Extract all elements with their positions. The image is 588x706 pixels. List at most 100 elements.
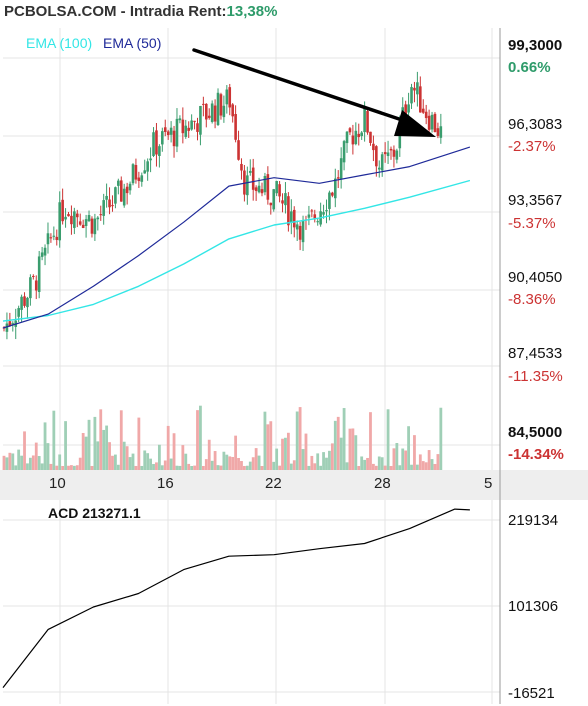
volume-bar-79 bbox=[234, 436, 237, 470]
volume-bar-129 bbox=[381, 457, 384, 470]
candle-body-83 bbox=[246, 175, 249, 195]
title-mode: Intradia bbox=[130, 3, 184, 20]
volume-bar-86 bbox=[255, 448, 258, 470]
candle-body-131 bbox=[387, 152, 390, 156]
volume-bar-132 bbox=[390, 466, 393, 470]
volume-bar-40 bbox=[120, 410, 123, 470]
candle-body-45 bbox=[135, 165, 138, 180]
candle-body-12 bbox=[38, 256, 41, 292]
price-label-2: 93,3567 bbox=[508, 192, 562, 209]
candle-body-102 bbox=[302, 220, 305, 242]
candle-body-63 bbox=[187, 128, 190, 131]
candle-body-90 bbox=[267, 174, 270, 200]
candle-body-60 bbox=[179, 118, 182, 120]
volume-bar-121 bbox=[357, 466, 360, 470]
candle-body-86 bbox=[255, 187, 258, 191]
volume-bar-75 bbox=[222, 452, 225, 470]
volume-bar-100 bbox=[296, 412, 299, 470]
candle-body-134 bbox=[396, 151, 399, 160]
volume-bar-117 bbox=[346, 462, 349, 470]
candle-body-140 bbox=[413, 88, 416, 91]
candle-body-40 bbox=[120, 180, 123, 201]
volume-bar-105 bbox=[310, 456, 313, 470]
candle-body-54 bbox=[161, 131, 164, 144]
volume-bar-14 bbox=[44, 422, 47, 470]
volume-bar-128 bbox=[378, 456, 381, 470]
candle-body-138 bbox=[407, 104, 410, 112]
candle-body-15 bbox=[47, 233, 50, 244]
volume-bar-120 bbox=[354, 435, 357, 470]
candle-body-65 bbox=[193, 121, 196, 122]
x-tick-1: 16 bbox=[157, 475, 174, 492]
volume-bar-110 bbox=[325, 458, 328, 470]
pct-label-4: -11.35% bbox=[508, 368, 563, 385]
volume-bar-50 bbox=[149, 459, 152, 470]
volume-bar-70 bbox=[208, 440, 211, 470]
pct-label-0: 0.66% bbox=[508, 59, 551, 76]
candle-body-46 bbox=[138, 178, 141, 182]
candle-body-69 bbox=[205, 104, 208, 120]
acd-value: 213271.1 bbox=[82, 505, 140, 521]
candle-body-34 bbox=[102, 200, 105, 216]
volume-bar-97 bbox=[287, 433, 290, 470]
candle-body-92 bbox=[272, 189, 275, 209]
candle-body-85 bbox=[252, 168, 255, 190]
volume-bar-29 bbox=[88, 420, 91, 470]
volume-bar-55 bbox=[164, 460, 167, 470]
volume-bar-90 bbox=[266, 424, 269, 470]
candle-body-37 bbox=[111, 205, 114, 206]
volume-bar-28 bbox=[85, 437, 88, 470]
volume-bar-146 bbox=[431, 459, 434, 470]
volume-bar-115 bbox=[340, 438, 343, 470]
candle-body-61 bbox=[182, 120, 185, 134]
pct-label-2: -5.37% bbox=[508, 215, 556, 232]
volume-bar-108 bbox=[319, 466, 322, 470]
candle-body-44 bbox=[132, 164, 135, 183]
volume-bar-47 bbox=[140, 466, 143, 470]
volume-bar-44 bbox=[132, 454, 135, 470]
price-label-1: 96,3083 bbox=[508, 116, 562, 133]
candle-body-121 bbox=[357, 134, 360, 137]
volume-bar-142 bbox=[419, 454, 422, 470]
candle-body-130 bbox=[384, 152, 387, 154]
volume-bar-66 bbox=[196, 410, 199, 470]
volume-bar-52 bbox=[155, 462, 158, 470]
candle-body-148 bbox=[437, 128, 440, 136]
candle-body-89 bbox=[264, 176, 267, 192]
volume-bar-63 bbox=[187, 464, 190, 470]
volume-bar-22 bbox=[67, 466, 70, 470]
candle-body-93 bbox=[275, 181, 278, 193]
volume-bar-114 bbox=[337, 417, 340, 470]
candle-body-116 bbox=[343, 141, 346, 162]
volume-bar-113 bbox=[334, 421, 337, 470]
volume-bar-60 bbox=[179, 466, 182, 470]
volume-bar-54 bbox=[161, 465, 164, 470]
price-label-3: 90,4050 bbox=[508, 269, 562, 286]
volume-bar-94 bbox=[278, 466, 281, 470]
candle-body-84 bbox=[249, 171, 252, 173]
candle-body-70 bbox=[208, 116, 211, 118]
volume-bar-9 bbox=[29, 458, 32, 470]
candle-body-13 bbox=[41, 252, 44, 256]
volume-bar-83 bbox=[246, 466, 249, 470]
candle-body-129 bbox=[381, 154, 384, 170]
volume-bar-104 bbox=[308, 466, 311, 470]
volume-bar-15 bbox=[47, 443, 50, 470]
candle-body-110 bbox=[325, 210, 328, 211]
candle-body-147 bbox=[434, 114, 437, 132]
volume-bar-21 bbox=[64, 421, 67, 470]
candle-body-31 bbox=[94, 219, 97, 235]
candle-body-144 bbox=[425, 112, 428, 118]
volume-bar-33 bbox=[99, 409, 102, 470]
x-tick-4: 5 bbox=[484, 475, 492, 492]
volume-bar-45 bbox=[135, 466, 138, 470]
volume-bar-144 bbox=[425, 462, 428, 470]
volume-bar-82 bbox=[243, 466, 246, 470]
candle-body-47 bbox=[140, 175, 143, 181]
ema-100-line bbox=[3, 181, 470, 322]
candle-body-120 bbox=[355, 131, 358, 144]
candle-body-17 bbox=[53, 236, 56, 237]
volume-bar-77 bbox=[228, 456, 231, 470]
candle-body-112 bbox=[331, 193, 334, 196]
